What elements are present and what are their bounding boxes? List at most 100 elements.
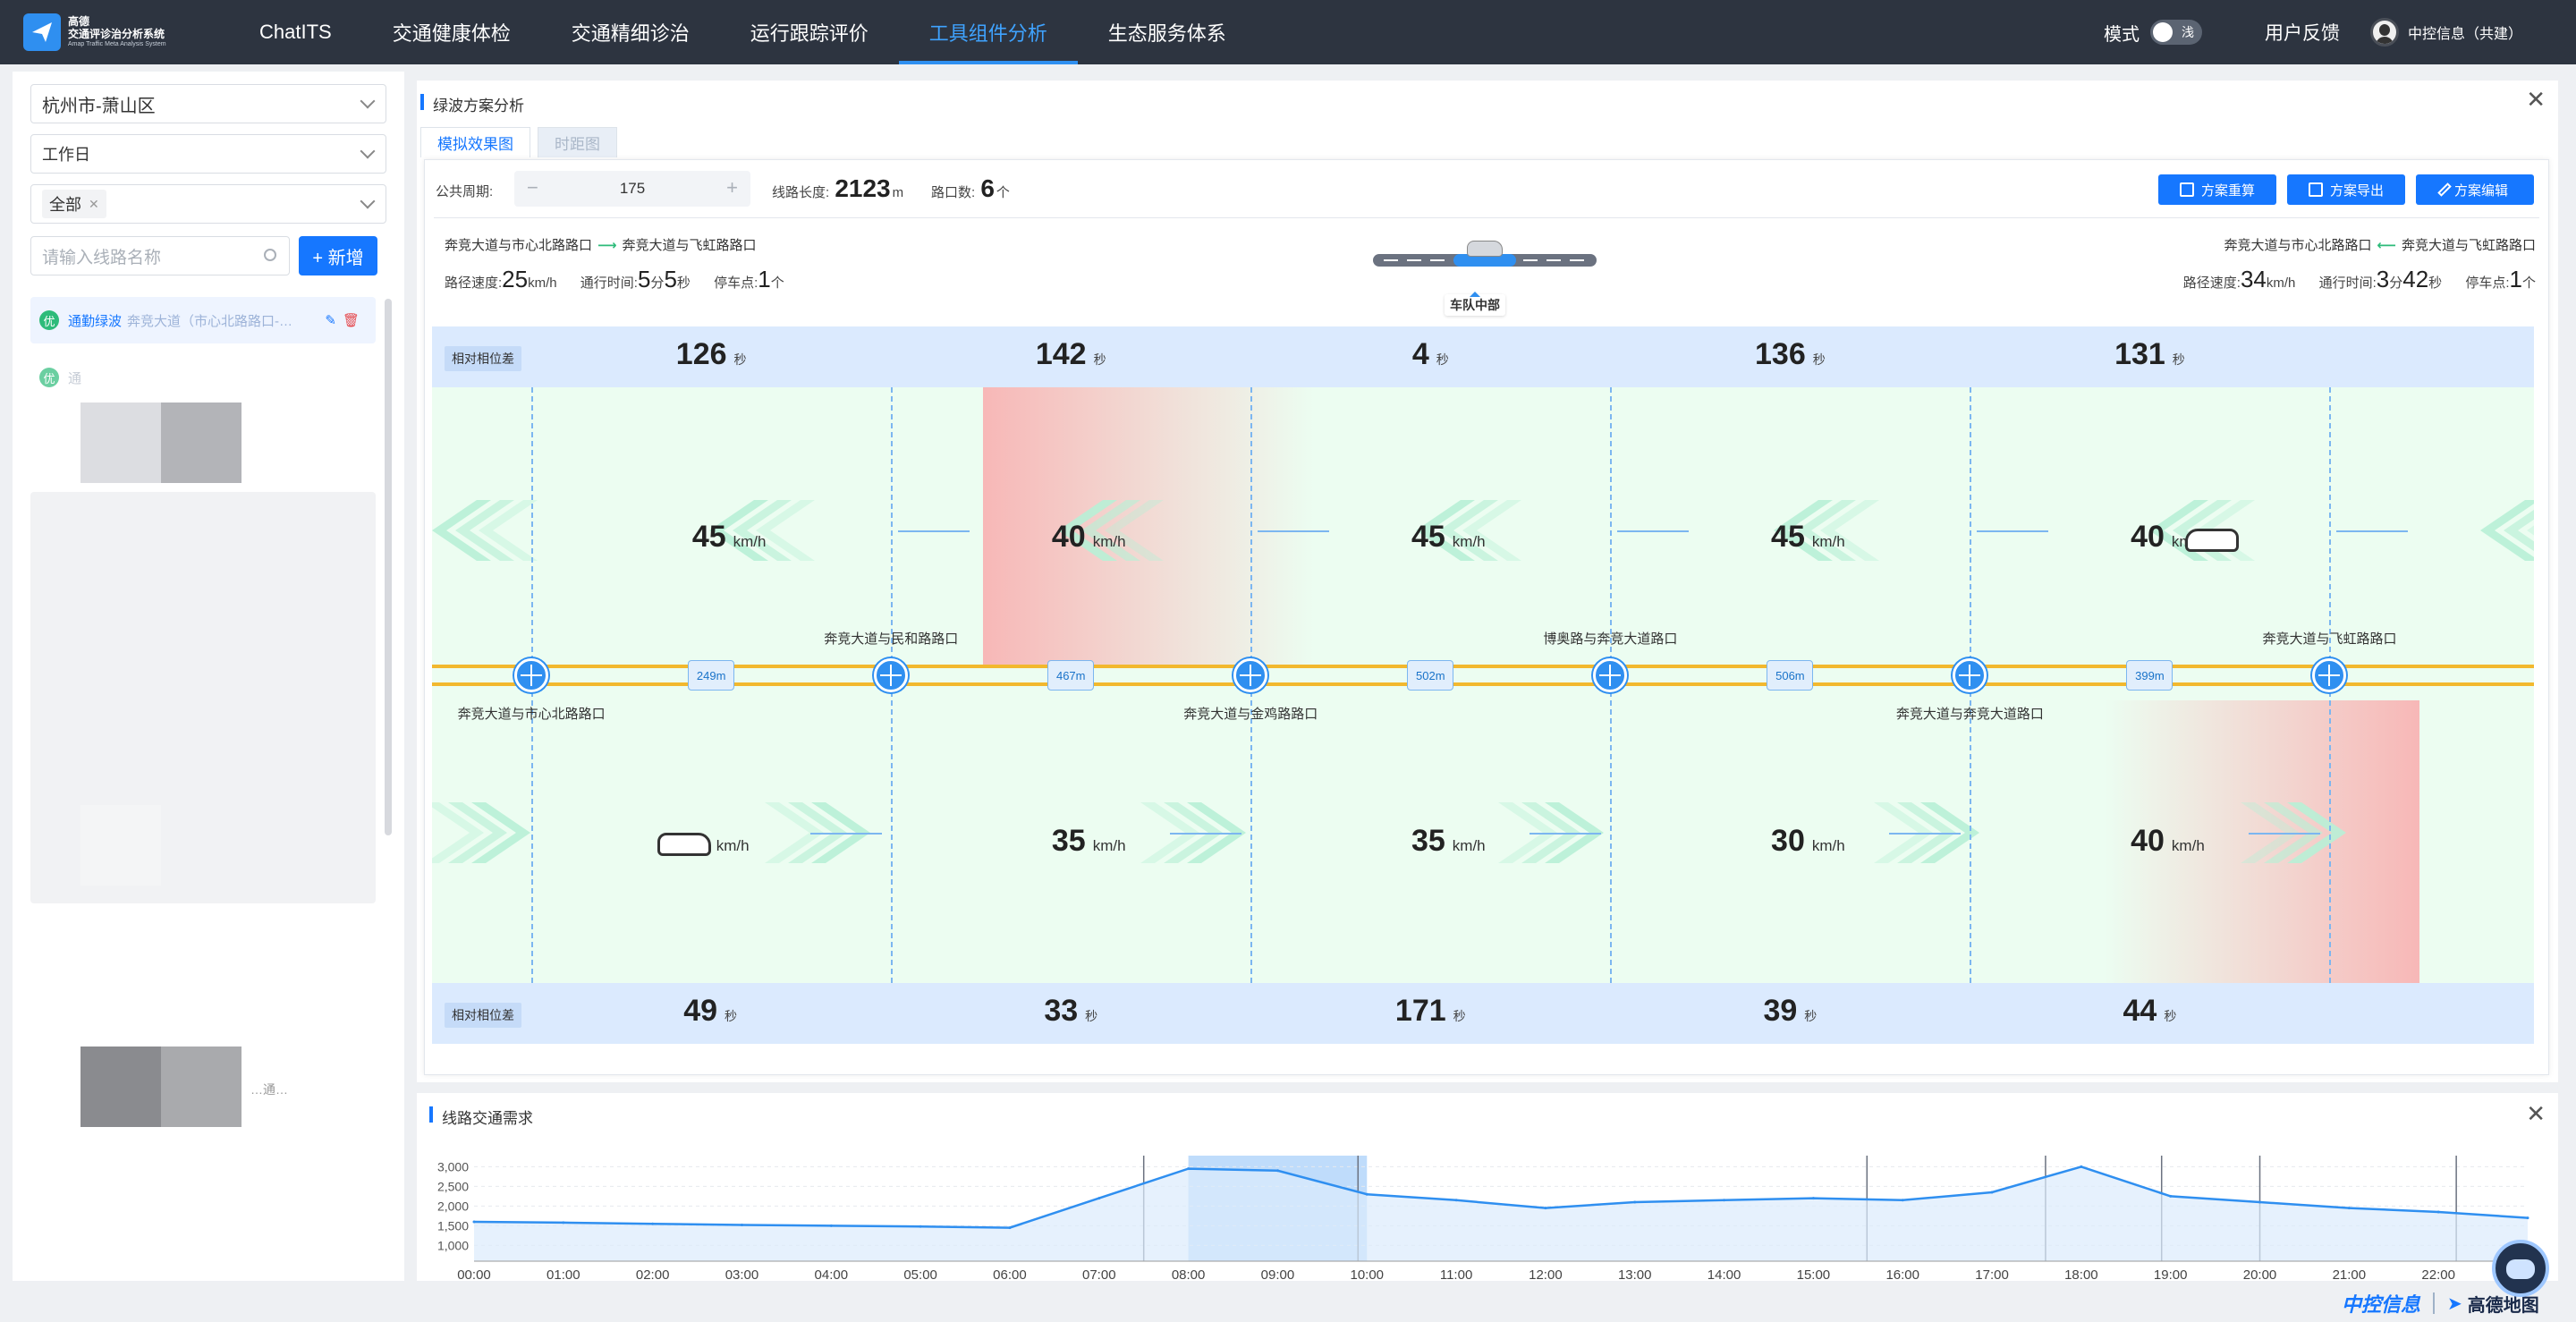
- data-point: [1365, 1192, 1368, 1196]
- lane-arrow: [1170, 833, 1242, 835]
- data-point: [1723, 1199, 1726, 1202]
- partner-logos: 中控信息 ➤ 高德地图: [2342, 1288, 2539, 1318]
- chevron-arrow: [756, 500, 815, 561]
- chevron-arrow: [733, 500, 792, 561]
- user-name[interactable]: 中控信息（共建）: [2407, 27, 2522, 42]
- recalculate-button[interactable]: 方案重算: [2158, 174, 2276, 205]
- filter-select[interactable]: 全部 ✕: [30, 184, 386, 224]
- intersection-node[interactable]: [514, 658, 549, 692]
- x-tick-label: 09:00: [1261, 1267, 1295, 1281]
- nav-tools[interactable]: 工具组件分析: [898, 0, 1078, 64]
- sec-unit: 秒: [2164, 1009, 2177, 1023]
- app-logo[interactable]: 高德 交通评诊治分析系统 Amap Traffic Meta Analysis …: [23, 13, 229, 51]
- add-route-button[interactable]: + 新增: [299, 236, 377, 275]
- export-button[interactable]: 方案导出: [2287, 174, 2405, 205]
- close-icon[interactable]: ✕: [2526, 1100, 2546, 1127]
- route-search-input[interactable]: 请输入线路名称: [30, 236, 290, 275]
- pencil-icon: [2437, 182, 2452, 197]
- tab-simulation[interactable]: 模拟效果图: [420, 127, 530, 157]
- speed-value: 45: [1771, 520, 1805, 554]
- data-point: [1633, 1200, 1637, 1204]
- nav-diagnosis[interactable]: 交通精细诊治: [571, 22, 690, 45]
- intersection-name: 奔竞大道与金鸡路路口: [1183, 707, 1318, 722]
- intersection-node[interactable]: [1593, 658, 1628, 692]
- intersection-node[interactable]: [874, 658, 909, 692]
- tag-close-icon[interactable]: ✕: [89, 196, 99, 211]
- green-wave-diagram: 相对相位差 相对相位差: [432, 326, 2534, 1060]
- speed-bottom: 30 km/h: [1771, 824, 1845, 859]
- sidebar-scrollbar[interactable]: [385, 299, 392, 835]
- x-tick-label: 01:00: [547, 1267, 580, 1281]
- cycle-stepper[interactable]: − 175 +: [514, 171, 750, 207]
- lane-arrow: [2336, 530, 2409, 532]
- edit-icon[interactable]: ✎: [325, 313, 336, 328]
- data-point: [1544, 1207, 1547, 1210]
- chevron-arrow: [432, 500, 491, 561]
- speed-top: 45 km/h: [1771, 520, 1845, 555]
- data-point: [740, 1224, 743, 1227]
- intersection-name: 奔竞大道与市心北路路口: [457, 707, 606, 722]
- chevron-arrow: [1920, 802, 1979, 863]
- intersection-node[interactable]: [2312, 658, 2347, 692]
- day-type-select[interactable]: 工作日: [30, 134, 386, 174]
- edit-plan-button[interactable]: 方案编辑: [2416, 174, 2534, 205]
- phase-value: 49: [683, 994, 718, 1028]
- chevron-arrow: [1462, 500, 1521, 561]
- minus-icon[interactable]: −: [527, 176, 538, 199]
- lanes-graphic: [432, 387, 2534, 983]
- phase-offset-top: 136 秒: [1755, 337, 1826, 372]
- search-placeholder: 请输入线路名称: [42, 248, 162, 267]
- x-tick-label: 03:00: [725, 1267, 759, 1281]
- nav-ecosystem[interactable]: 生态服务体系: [1107, 22, 1226, 45]
- phase-offset-top: 126 秒: [676, 337, 747, 372]
- kmh-unit: km/h: [1452, 837, 1486, 854]
- phase-value: 4: [1411, 337, 1429, 371]
- sec-unit: 秒: [1093, 352, 1106, 367]
- intersection-name: 奔竞大道与奔竞大道路口: [1895, 707, 2044, 722]
- phase-value: 171: [1394, 994, 1446, 1028]
- intersection-node[interactable]: [1233, 658, 1268, 692]
- forward-to: 奔竞大道与飞虹路路口: [622, 238, 757, 253]
- avatar[interactable]: [2369, 18, 2399, 47]
- route-item[interactable]: 优 通: [30, 354, 376, 401]
- chevron-down-icon: [360, 143, 376, 159]
- chevron-arrow: [2149, 500, 2208, 561]
- intersection-name: 奔竞大道与飞虹路路口: [2262, 631, 2397, 647]
- amap-logo: 高德地图: [2467, 1295, 2539, 1316]
- feedback-link[interactable]: 用户反馈: [2264, 23, 2340, 44]
- y-tick-label: 2,500: [437, 1179, 469, 1193]
- speed-top: 45 km/h: [1411, 520, 1486, 555]
- assistant-bot-icon[interactable]: [2492, 1240, 2549, 1297]
- route-item[interactable]: 优 通勤绿波 奔竞大道（市心北路路口-… ✎ 🗑: [30, 297, 376, 343]
- phase-value: 39: [1763, 994, 1798, 1028]
- plus-icon[interactable]: +: [726, 176, 738, 199]
- intersection-name: 奔竞大道与民和路路口: [824, 631, 959, 647]
- tab-time-space[interactable]: 时距图: [538, 127, 617, 157]
- intersection-node[interactable]: [1953, 658, 1987, 692]
- nav-tracking[interactable]: 运行跟踪评价: [750, 22, 869, 45]
- time-label: 通行时间:: [2318, 275, 2377, 291]
- car-icon[interactable]: [1467, 241, 1503, 257]
- x-tick-label: 04:00: [815, 1267, 849, 1281]
- x-tick-label: 12:00: [1529, 1267, 1563, 1281]
- filter-tag[interactable]: 全部 ✕: [42, 190, 106, 218]
- length-unit: m: [892, 185, 904, 200]
- data-point: [1454, 1199, 1458, 1202]
- chevron-arrow: [1820, 500, 1879, 561]
- sec-unit: 秒: [1453, 1009, 1466, 1023]
- speed-value: 45: [691, 520, 726, 554]
- close-icon[interactable]: ✕: [2526, 86, 2546, 113]
- nav-chatits[interactable]: ChatITS: [259, 21, 332, 43]
- speed-top: 45 km/h: [692, 520, 767, 555]
- nav-health-check[interactable]: 交通健康体检: [392, 22, 511, 45]
- sec-unit: 秒: [1085, 1009, 1098, 1023]
- mode-toggle[interactable]: 浅: [2149, 20, 2202, 45]
- phase-offset-top: 142 秒: [1036, 337, 1106, 372]
- region-select[interactable]: 杭州市-萧山区: [30, 84, 386, 123]
- chevron-arrow: [1774, 500, 1833, 561]
- delete-icon[interactable]: 🗑: [342, 313, 360, 328]
- chevron-arrow: [432, 802, 484, 863]
- lane-arrow: [1889, 833, 1962, 835]
- platoon-slider[interactable]: [1373, 241, 1597, 271]
- lane-arrow: [898, 530, 970, 532]
